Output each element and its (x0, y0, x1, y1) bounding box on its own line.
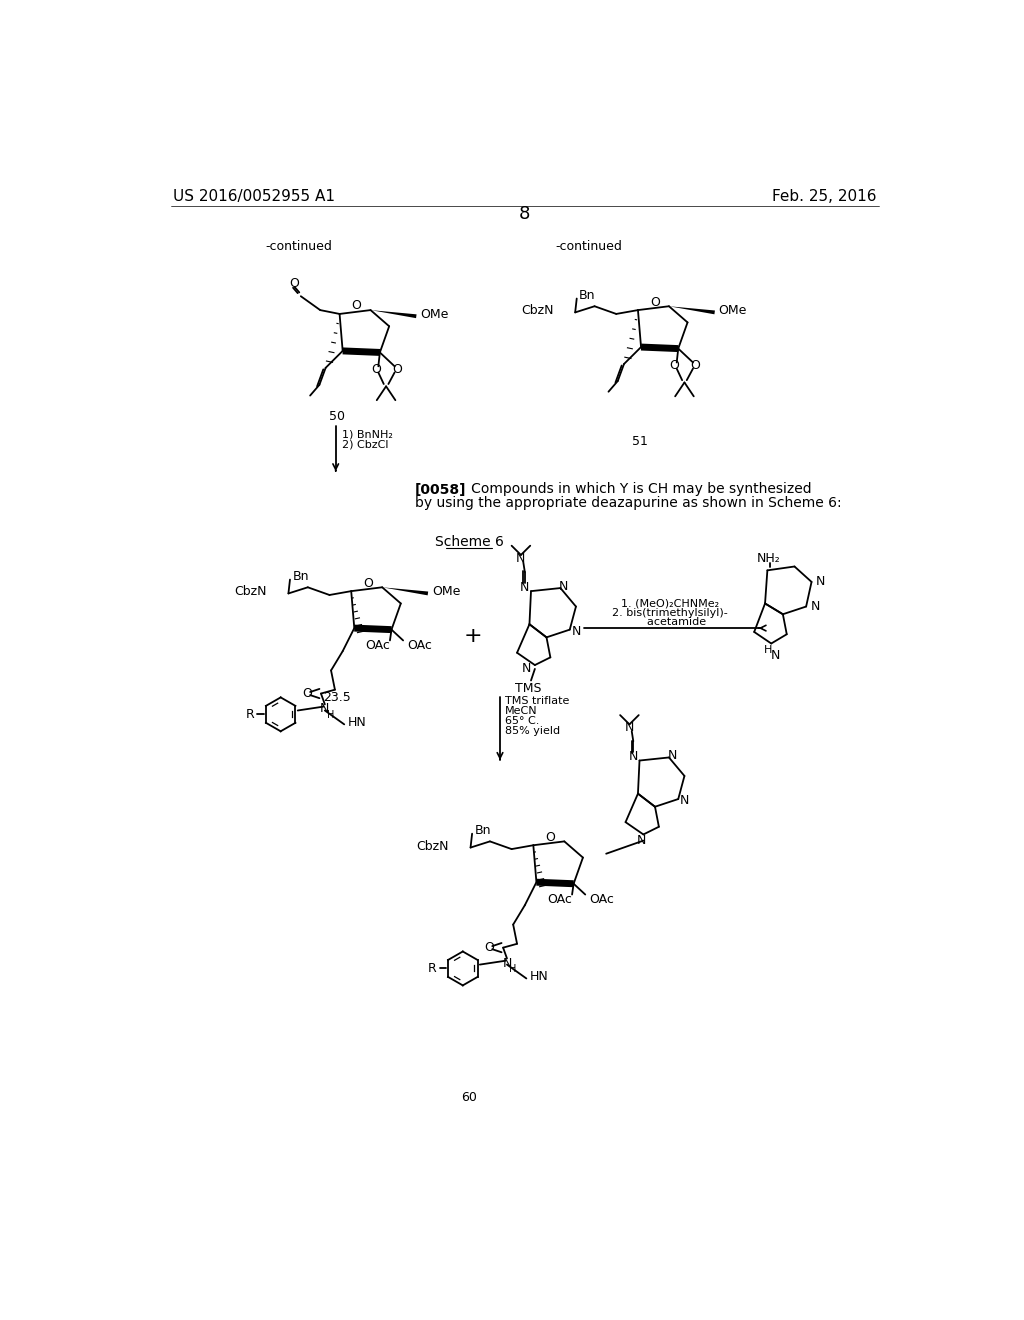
Text: Bn: Bn (474, 824, 490, 837)
Text: N: N (520, 581, 529, 594)
Text: H: H (328, 710, 335, 721)
Text: +: + (464, 626, 482, 645)
Text: NH₂: NH₂ (757, 552, 781, 565)
Text: acetamide: acetamide (633, 616, 707, 627)
Text: 23.5: 23.5 (324, 690, 351, 704)
Text: OMe: OMe (420, 308, 449, 321)
Text: N: N (811, 601, 820, 612)
Text: -continued: -continued (556, 240, 623, 253)
Text: 2) CbzCl: 2) CbzCl (342, 440, 388, 449)
Text: -continued: -continued (265, 240, 332, 253)
Text: 51: 51 (632, 436, 647, 449)
Text: O: O (670, 359, 679, 372)
Text: O: O (290, 277, 300, 290)
Text: O: O (484, 941, 494, 954)
Text: N: N (770, 649, 780, 663)
Text: CbzN: CbzN (234, 585, 266, 598)
Text: Scheme 6: Scheme 6 (434, 535, 504, 549)
Polygon shape (371, 310, 417, 318)
Text: O: O (546, 830, 555, 843)
Text: 8: 8 (519, 205, 530, 223)
Text: HN: HN (530, 970, 549, 983)
Text: N: N (629, 750, 638, 763)
Text: CbzN: CbzN (521, 305, 554, 317)
Text: MeCN: MeCN (505, 706, 538, 717)
Text: N: N (559, 579, 568, 593)
Text: R: R (246, 708, 254, 721)
Text: TMS triflate: TMS triflate (505, 696, 569, 706)
Text: 50: 50 (330, 409, 345, 422)
Text: OMe: OMe (432, 585, 460, 598)
Text: 65° C.: 65° C. (505, 717, 539, 726)
Text: TMS: TMS (515, 681, 542, 694)
Text: N: N (321, 702, 330, 715)
Text: H: H (510, 964, 517, 974)
Text: N: N (816, 576, 825, 589)
Text: O: O (690, 359, 700, 372)
Text: 2. bis(trimethylsilyl)-: 2. bis(trimethylsilyl)- (612, 607, 728, 618)
Text: Compounds in which Y is CH may be synthesized: Compounds in which Y is CH may be synthe… (458, 483, 812, 496)
Text: N: N (521, 663, 531, 676)
Text: OAc: OAc (589, 892, 614, 906)
Text: OAc: OAc (547, 892, 572, 906)
Text: O: O (371, 363, 381, 376)
Text: OAc: OAc (407, 639, 432, 652)
Text: by using the appropriate deazapurine as shown in Scheme 6:: by using the appropriate deazapurine as … (415, 495, 842, 510)
Text: N: N (571, 624, 581, 638)
Text: O: O (351, 300, 361, 313)
Text: O: O (302, 686, 311, 700)
Text: N: N (625, 721, 634, 734)
Text: Bn: Bn (292, 570, 309, 583)
Text: CbzN: CbzN (417, 840, 449, 853)
Text: 1) BnNH₂: 1) BnNH₂ (342, 429, 393, 440)
Polygon shape (382, 587, 428, 595)
Text: O: O (650, 296, 659, 309)
Text: N: N (503, 957, 512, 970)
Text: 85% yield: 85% yield (505, 726, 560, 737)
Text: OAc: OAc (366, 639, 390, 652)
Text: N: N (636, 834, 646, 847)
Text: Feb. 25, 2016: Feb. 25, 2016 (772, 189, 877, 205)
Text: Bn: Bn (579, 289, 596, 302)
Text: R: R (428, 962, 436, 975)
Text: O: O (392, 363, 401, 376)
Text: 1. (MeO)₂CHNMe₂: 1. (MeO)₂CHNMe₂ (621, 598, 719, 609)
Polygon shape (669, 306, 715, 314)
Text: N: N (516, 552, 525, 565)
Text: [0058]: [0058] (415, 483, 466, 496)
Text: O: O (364, 577, 373, 590)
Text: H: H (764, 644, 772, 655)
Text: US 2016/0052955 A1: US 2016/0052955 A1 (173, 189, 335, 205)
Text: N: N (668, 750, 677, 763)
Text: OMe: OMe (719, 305, 746, 317)
Text: HN: HN (348, 717, 367, 730)
Text: N: N (680, 795, 689, 807)
Text: 60: 60 (461, 1092, 477, 1105)
